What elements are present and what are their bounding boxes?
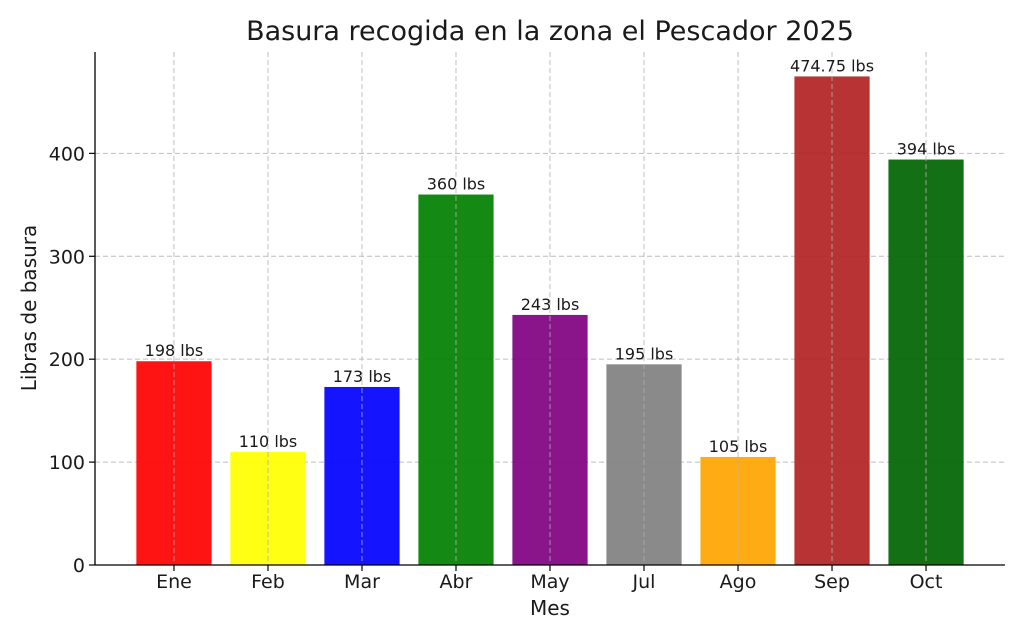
y-tick-label: 300 — [49, 246, 85, 268]
data-label: 394 lbs — [897, 140, 956, 159]
data-label: 105 lbs — [709, 437, 768, 456]
data-label: 173 lbs — [333, 367, 392, 386]
axes: 0 100 200 300 400 Ene Feb Mar Abr May Jul Ago Sep Oct — [49, 52, 1005, 593]
data-labels: 198 lbs 110 lbs 173 lbs 360 lbs 243 lbs 195 l… — [145, 56, 956, 456]
x-axis-label: Mes — [530, 596, 570, 620]
x-tick-label: Ene — [156, 571, 192, 593]
x-tick-label: Jul — [632, 571, 656, 593]
x-tick-label: Sep — [814, 571, 850, 593]
y-tick-label: 0 — [73, 555, 85, 577]
data-label: 243 lbs — [521, 295, 580, 314]
x-tick-label: Mar — [344, 571, 380, 593]
x-tick-label: May — [530, 571, 569, 593]
data-label: 474.75 lbs — [790, 56, 874, 75]
x-tick-label: Ago — [720, 571, 757, 593]
y-tick-label: 100 — [49, 452, 85, 474]
data-label: 198 lbs — [145, 341, 204, 360]
x-tick-label: Abr — [440, 571, 473, 593]
data-label: 195 lbs — [615, 344, 674, 363]
data-label: 360 lbs — [427, 175, 486, 194]
y-tick-label: 200 — [49, 349, 85, 371]
bar-oct — [888, 159, 964, 565]
vertical-grid-lines — [173, 52, 927, 565]
data-label: 110 lbs — [239, 432, 298, 451]
y-axis-label: Libras de basura — [17, 225, 41, 392]
y-tick-label: 400 — [49, 143, 85, 165]
chart-title: Basura recogida en la zona el Pescador 2… — [246, 16, 854, 47]
x-tick-label: Feb — [251, 571, 285, 593]
x-tick-label: Oct — [910, 571, 943, 593]
